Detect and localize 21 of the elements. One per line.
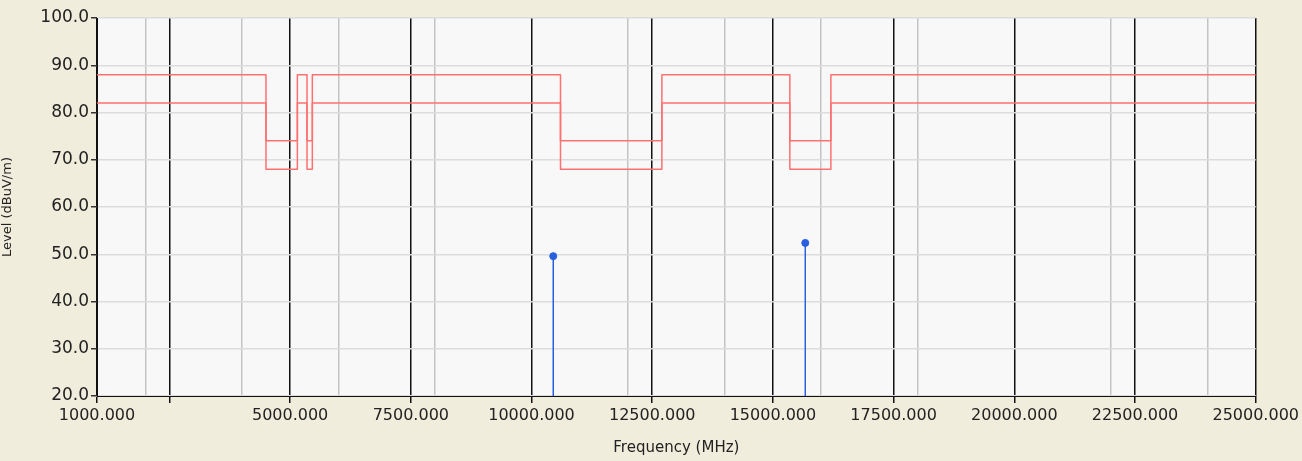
y-tick-label: 60.0: [51, 195, 89, 216]
y-axis-title: Level (dBuV/m): [0, 157, 15, 257]
y-tick-label: 70.0: [51, 148, 89, 169]
x-tick-label: 25000.000: [1212, 404, 1299, 424]
y-tick-label: 20.0: [51, 384, 89, 405]
x-tick-label: 20000.000: [971, 404, 1058, 424]
x-tick-label: 12500.000: [608, 404, 696, 424]
y-tick-label: 90.0: [51, 53, 89, 74]
x-tick-label: 10000.000: [488, 404, 575, 424]
y-tick-label: 30.0: [51, 337, 89, 358]
y-tick-label: 100.0: [40, 6, 89, 27]
x-tick-label: 17500.000: [850, 404, 937, 424]
x-tick-label: 7500.000: [372, 404, 449, 424]
y-tick-label: 80.0: [51, 100, 89, 121]
x-axis-title: Frequency (MHz): [613, 437, 740, 456]
x-tick-label: 15000.000: [729, 404, 817, 424]
y-tick-label: 40.0: [51, 289, 89, 310]
y-tick-label: 50.0: [51, 242, 89, 263]
x-tick-label: 22500.000: [1091, 404, 1179, 424]
x-tick-label: 1000.000: [58, 404, 136, 424]
x-tick-label: 5000.000: [251, 404, 329, 424]
